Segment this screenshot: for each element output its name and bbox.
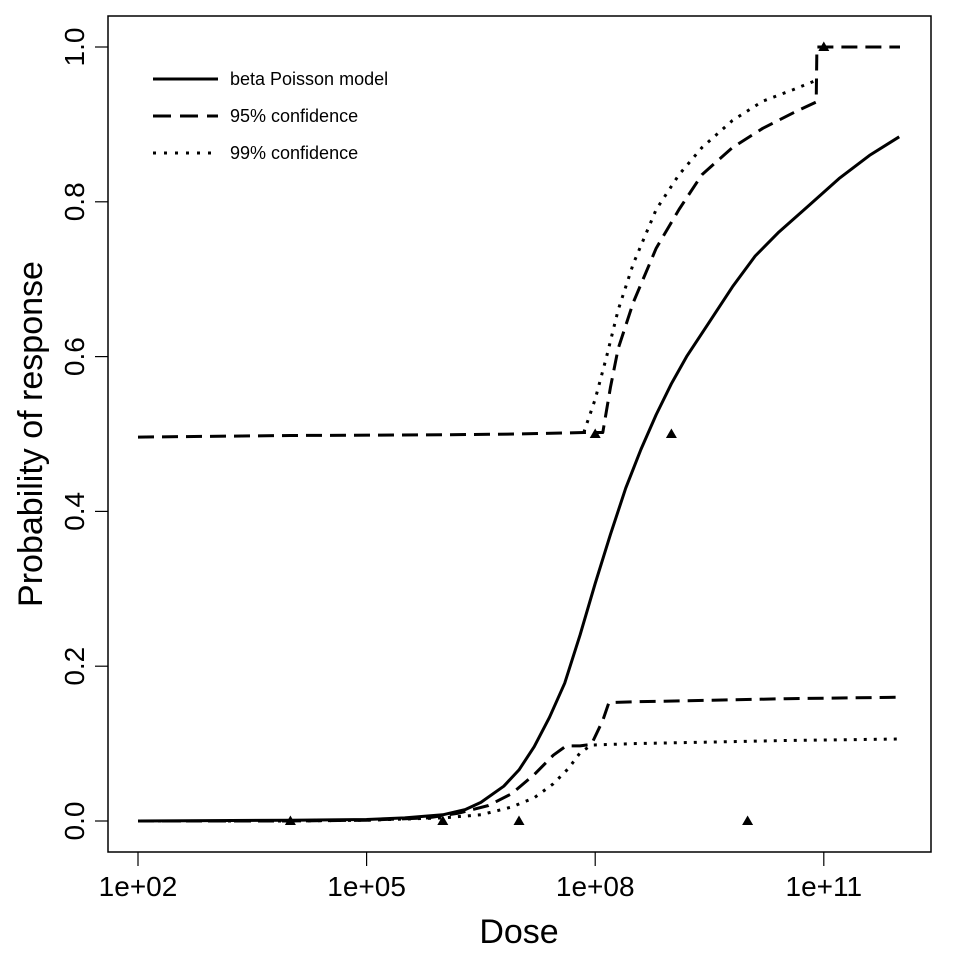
data-point-triangle xyxy=(742,815,754,825)
data-point-triangle xyxy=(284,815,296,825)
legend: beta Poisson model 95% confidence 99% conf… xyxy=(153,69,388,163)
series-line-1 xyxy=(137,45,900,439)
y-axis-title: Probability of response xyxy=(12,261,50,607)
y-tick-label: 0.4 xyxy=(59,492,90,531)
y-tick-label: 0.6 xyxy=(59,337,90,376)
series-line-4 xyxy=(138,737,901,823)
plot-frame xyxy=(107,15,932,853)
data-point-triangle xyxy=(513,815,525,825)
observed-points xyxy=(284,41,830,825)
series-line-0 xyxy=(137,135,900,823)
legend-label: beta Poisson model xyxy=(230,69,388,89)
series-line-3 xyxy=(138,695,900,823)
legend-label: 95% confidence xyxy=(230,106,358,126)
series-layer xyxy=(137,45,901,823)
series-line-2 xyxy=(582,78,817,433)
x-axis: 1e+02 1e+05 1e+08 1e+11 xyxy=(99,852,862,902)
data-point-triangle xyxy=(437,815,449,825)
y-tick-label: 0.8 xyxy=(59,182,90,221)
data-point-triangle xyxy=(589,428,601,438)
x-tick-label: 1e+08 xyxy=(556,871,635,902)
x-tick-label: 1e+05 xyxy=(327,871,406,902)
x-tick-label: 1e+11 xyxy=(786,871,863,902)
y-tick-label: 1.0 xyxy=(59,28,90,67)
y-tick-label: 0.0 xyxy=(59,802,90,841)
x-tick-label: 1e+02 xyxy=(99,871,178,902)
y-tick-label: 0.2 xyxy=(59,647,90,686)
y-axis: 0.0 0.2 0.4 0.6 0.8 1.0 xyxy=(59,28,108,841)
data-point-triangle xyxy=(818,41,830,51)
x-axis-title: Dose xyxy=(479,913,558,951)
data-point-triangle xyxy=(665,428,677,438)
legend-label: 99% confidence xyxy=(230,143,358,163)
